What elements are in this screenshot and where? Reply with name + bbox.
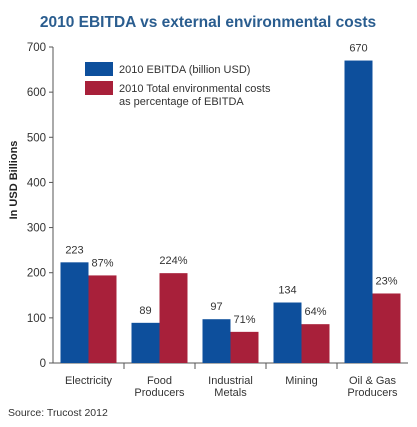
y-tick-label: 100 <box>27 313 46 325</box>
y-ticks: 0 100 200 300 400 500 600 700 <box>27 42 53 370</box>
env-cost-bar <box>372 293 401 363</box>
data-labels: 223 87% 89 224% 97 71% 134 64% 670 23% <box>65 43 397 326</box>
ebitda-bar <box>202 319 231 363</box>
category-label: Food <box>147 375 172 387</box>
ebitda-data-label: 670 <box>349 43 367 55</box>
category-label: Producers <box>134 387 185 399</box>
legend-label-ebitda: 2010 EBITDA (billion USD) <box>119 64 250 76</box>
category-label: Industrial <box>208 375 253 387</box>
y-tick-label: 700 <box>27 42 46 54</box>
env-cost-data-label: 64% <box>304 306 326 318</box>
y-tick-label: 0 <box>40 358 46 370</box>
ebitda-bar <box>60 262 89 363</box>
legend-swatch-env-cost <box>85 81 113 95</box>
env-cost-data-label: 224% <box>159 255 187 267</box>
legend: 2010 EBITDA (billion USD) 2010 Total envi… <box>85 62 271 108</box>
category-labels: Electricity FoodProducersIndustrialMetals… <box>65 375 398 399</box>
ebitda-bar <box>344 60 373 364</box>
y-tick-label: 600 <box>27 87 46 99</box>
ebitda-bar <box>131 322 160 363</box>
ebitda-data-label: 97 <box>210 301 222 313</box>
category-label: Electricity <box>65 375 113 387</box>
category-label: Mining <box>285 375 317 387</box>
env-cost-data-label: 87% <box>91 257 113 269</box>
env-cost-bar <box>301 324 330 363</box>
env-cost-bar <box>88 275 117 363</box>
y-tick-label: 200 <box>27 268 46 280</box>
ebitda-data-label: 134 <box>278 285 296 297</box>
legend-label-env-cost: as percentage of EBITDA <box>119 96 244 108</box>
ebitda-data-label: 223 <box>65 244 83 256</box>
category-label: Metals <box>214 387 247 399</box>
ebitda-bar <box>273 302 302 363</box>
source-note: Source: Trucost 2012 <box>8 407 108 419</box>
y-tick-label: 500 <box>27 132 46 144</box>
legend-swatch-ebitda <box>85 62 113 76</box>
env-cost-bar <box>159 273 188 363</box>
legend-label-env-cost: 2010 Total environmental costs <box>119 83 271 95</box>
bars <box>60 60 401 364</box>
env-cost-data-label: 23% <box>375 275 397 287</box>
y-tick-label: 400 <box>27 177 46 189</box>
env-cost-data-label: 71% <box>233 314 255 326</box>
chart-title: 2010 EBITDA vs external environmental co… <box>40 14 376 31</box>
ebitda-data-label: 89 <box>139 305 151 317</box>
y-axis-label: In USD Billions <box>8 141 20 220</box>
category-label: Producers <box>347 387 398 399</box>
category-label: Oil & Gas <box>349 375 397 387</box>
env-cost-bar <box>230 331 259 363</box>
y-tick-label: 300 <box>27 223 46 235</box>
